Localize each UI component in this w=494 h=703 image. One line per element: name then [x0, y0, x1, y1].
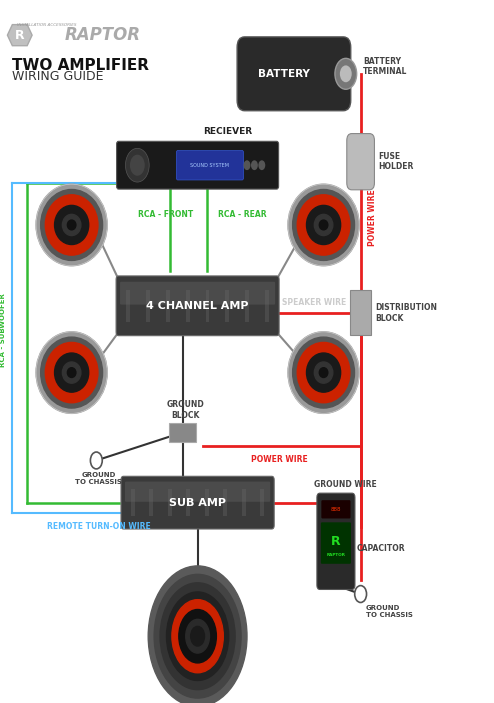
FancyBboxPatch shape	[117, 141, 279, 189]
FancyBboxPatch shape	[347, 134, 374, 190]
Text: SOUND SYSTEM: SOUND SYSTEM	[191, 162, 229, 168]
Ellipse shape	[62, 214, 81, 236]
FancyBboxPatch shape	[242, 489, 246, 516]
FancyBboxPatch shape	[146, 290, 150, 322]
Ellipse shape	[45, 342, 98, 403]
FancyBboxPatch shape	[205, 489, 209, 516]
Text: CAPACITOR: CAPACITOR	[357, 544, 406, 553]
Circle shape	[244, 160, 250, 170]
Ellipse shape	[67, 368, 76, 378]
Text: BATTERY: BATTERY	[258, 69, 310, 79]
FancyBboxPatch shape	[149, 489, 153, 516]
FancyBboxPatch shape	[206, 290, 209, 322]
Ellipse shape	[54, 353, 89, 392]
Ellipse shape	[54, 205, 89, 245]
FancyBboxPatch shape	[321, 522, 351, 564]
Text: BATTERY
TERMINAL: BATTERY TERMINAL	[363, 57, 408, 77]
Ellipse shape	[319, 220, 328, 230]
FancyBboxPatch shape	[265, 290, 269, 322]
FancyBboxPatch shape	[120, 282, 275, 304]
Ellipse shape	[314, 362, 333, 383]
Circle shape	[172, 600, 223, 673]
Ellipse shape	[297, 195, 350, 255]
Ellipse shape	[36, 184, 107, 266]
FancyBboxPatch shape	[223, 489, 227, 516]
Circle shape	[335, 58, 357, 89]
FancyBboxPatch shape	[317, 494, 355, 589]
Text: GROUND WIRE: GROUND WIRE	[314, 480, 377, 489]
Ellipse shape	[288, 332, 359, 413]
Ellipse shape	[314, 214, 333, 236]
FancyBboxPatch shape	[121, 477, 274, 529]
Text: GROUND
TO CHASSIS: GROUND TO CHASSIS	[76, 472, 122, 484]
FancyBboxPatch shape	[116, 276, 279, 336]
Text: R: R	[331, 535, 341, 548]
FancyBboxPatch shape	[186, 489, 190, 516]
Circle shape	[160, 583, 235, 690]
Ellipse shape	[306, 205, 341, 245]
FancyBboxPatch shape	[169, 423, 196, 442]
Text: GROUND
TO CHASSIS: GROUND TO CHASSIS	[366, 605, 412, 618]
Ellipse shape	[319, 368, 328, 378]
Ellipse shape	[292, 337, 355, 408]
Text: SUB AMP: SUB AMP	[169, 498, 226, 508]
Ellipse shape	[45, 195, 98, 255]
FancyBboxPatch shape	[176, 150, 244, 180]
Ellipse shape	[306, 353, 341, 392]
FancyBboxPatch shape	[126, 290, 130, 322]
Text: RAPTOR: RAPTOR	[327, 553, 345, 557]
Text: R: R	[15, 29, 25, 41]
Ellipse shape	[36, 332, 107, 413]
Text: RCA - SUBWOOFER: RCA - SUBWOOFER	[0, 293, 6, 368]
Circle shape	[191, 626, 205, 646]
Circle shape	[355, 586, 367, 602]
Ellipse shape	[297, 342, 350, 403]
FancyBboxPatch shape	[237, 37, 351, 110]
Circle shape	[340, 65, 352, 82]
Circle shape	[179, 610, 216, 663]
FancyBboxPatch shape	[125, 482, 270, 502]
Text: RAPTOR: RAPTOR	[64, 26, 140, 44]
Circle shape	[90, 452, 102, 469]
FancyBboxPatch shape	[166, 290, 170, 322]
Ellipse shape	[41, 337, 103, 408]
Circle shape	[258, 160, 265, 170]
Text: RECIEVER: RECIEVER	[203, 127, 252, 136]
FancyBboxPatch shape	[350, 290, 371, 335]
Circle shape	[186, 619, 209, 653]
Text: 888: 888	[330, 507, 341, 512]
Text: DISTRIBUTION
BLOCK: DISTRIBUTION BLOCK	[375, 303, 438, 323]
Circle shape	[251, 160, 258, 170]
Circle shape	[166, 592, 229, 681]
Text: RCA - REAR: RCA - REAR	[218, 210, 266, 219]
Ellipse shape	[292, 190, 355, 260]
Text: 4 CHANNEL AMP: 4 CHANNEL AMP	[146, 301, 249, 311]
Text: INSTALLATION ACCESSORIES: INSTALLATION ACCESSORIES	[17, 22, 77, 27]
Text: FUSE
HOLDER: FUSE HOLDER	[378, 152, 413, 172]
Circle shape	[125, 148, 149, 182]
Ellipse shape	[67, 220, 76, 230]
Circle shape	[148, 566, 247, 703]
Ellipse shape	[288, 184, 359, 266]
FancyBboxPatch shape	[186, 290, 190, 322]
FancyBboxPatch shape	[225, 290, 229, 322]
Text: SPEAKER WIRE: SPEAKER WIRE	[282, 298, 346, 307]
FancyBboxPatch shape	[245, 290, 249, 322]
Text: GROUND
BLOCK: GROUND BLOCK	[166, 400, 204, 420]
Text: TWO AMPLIFIER: TWO AMPLIFIER	[12, 58, 149, 72]
Text: POWER WIRE: POWER WIRE	[369, 190, 377, 246]
FancyBboxPatch shape	[131, 489, 135, 516]
FancyBboxPatch shape	[168, 489, 172, 516]
Text: RCA - FRONT: RCA - FRONT	[138, 210, 193, 219]
FancyBboxPatch shape	[260, 489, 264, 516]
Ellipse shape	[62, 362, 81, 383]
Circle shape	[154, 574, 241, 698]
FancyBboxPatch shape	[322, 501, 350, 519]
Polygon shape	[7, 25, 32, 46]
Circle shape	[130, 155, 145, 176]
Text: POWER WIRE: POWER WIRE	[251, 455, 307, 464]
Ellipse shape	[41, 190, 103, 260]
Text: WIRING GUIDE: WIRING GUIDE	[12, 70, 104, 83]
Text: REMOTE TURN-ON WIRE: REMOTE TURN-ON WIRE	[47, 522, 151, 531]
